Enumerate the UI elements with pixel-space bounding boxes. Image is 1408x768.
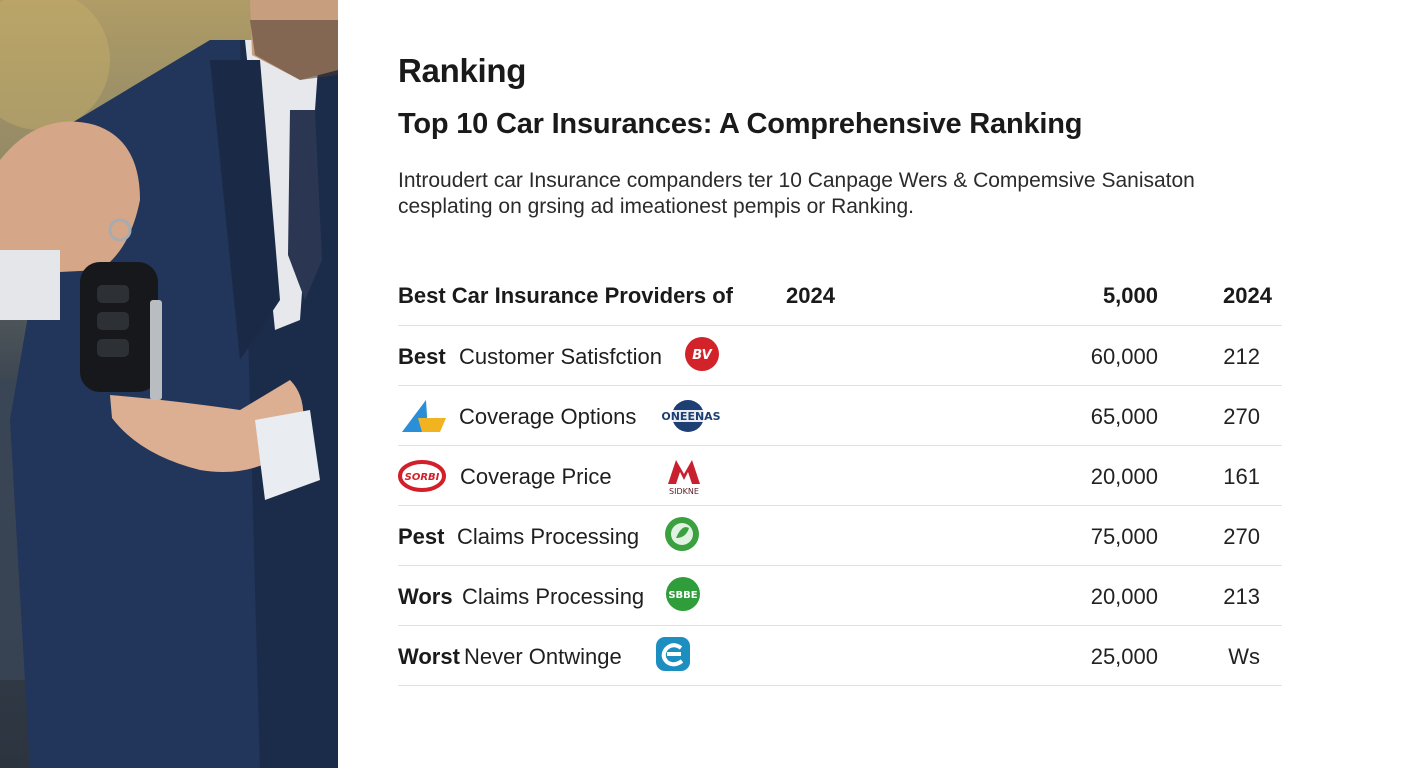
sbbe-logo-icon: SBBE <box>666 577 700 611</box>
svg-text:SIDKNE: SIDKNE <box>669 487 699 496</box>
intro-line-1: Introudert car Insurance companders ter … <box>398 169 1195 192</box>
row-value-a: 65,000 <box>1090 404 1158 429</box>
row-label: Claims Processing <box>457 524 640 549</box>
oval-badge-logo-icon: SORBI <box>398 460 446 492</box>
row-value-a: 75,000 <box>1090 524 1158 549</box>
page-title: Top 10 Car Insurances: A Comprehensive R… <box>398 108 1083 140</box>
svg-text:SBBE: SBBE <box>668 590 697 601</box>
blue-e-logo-icon <box>656 637 690 671</box>
table-row: Coverage Options ONEENAS 65,000 270 <box>398 386 1282 446</box>
section-label: Ranking <box>398 52 527 89</box>
row-value-b: Ws <box>1228 644 1260 669</box>
svg-text:SORBI: SORBI <box>405 472 440 483</box>
row-value-a: 20,000 <box>1090 584 1158 609</box>
row-label: Never Ontwinge <box>464 644 622 669</box>
row-value-b: 213 <box>1223 584 1260 609</box>
table-row: SORBI Coverage Price SIDKNE 20,000 161 <box>398 446 1282 506</box>
bv-logo-icon: BV <box>685 337 719 371</box>
table-header: Best Car Insurance Providers of 2024 5,0… <box>398 266 1282 326</box>
row-label: Customer Satisfction <box>459 344 662 369</box>
ranking-table: Best Car Insurance Providers of 2024 5,0… <box>398 266 1282 686</box>
row-label: Claims Processing <box>462 584 645 609</box>
row-value-b: 270 <box>1223 404 1260 429</box>
row-lead: Worst <box>398 644 460 669</box>
triangle-logo-icon <box>402 400 446 432</box>
header-col-a: 5,000 <box>1102 283 1158 308</box>
intro-paragraph: Introudert car Insurance companders ter … <box>398 168 1278 220</box>
table-row: Best Customer Satisfction BV 60,000 212 <box>398 326 1282 386</box>
oneenas-logo-icon: ONEENAS <box>656 400 726 432</box>
row-label: Coverage Price <box>460 464 612 489</box>
svg-text:BV: BV <box>692 348 712 363</box>
row-value-a: 20,000 <box>1090 464 1158 489</box>
row-value-b: 270 <box>1223 524 1260 549</box>
table-row: Worst Never Ontwinge 25,000 Ws <box>398 626 1282 686</box>
row-value-b: 212 <box>1223 344 1260 369</box>
row-value-b: 161 <box>1223 464 1260 489</box>
header-year: 2024 <box>786 283 835 308</box>
header-provider: Best Car Insurance Providers of <box>398 283 734 308</box>
intro-line-2: cesplating on grsing ad imeationest pemp… <box>398 195 914 218</box>
table-row: Wors Claims Processing SBBE 20,000 213 <box>398 566 1282 626</box>
row-lead: Best <box>398 344 446 369</box>
sidkne-logo-icon: SIDKNE <box>668 460 700 496</box>
table-row: Pest Claims Processing 75,000 270 <box>398 506 1282 566</box>
row-value-a: 25,000 <box>1090 644 1158 669</box>
svg-text:ONEENAS: ONEENAS <box>661 410 720 423</box>
row-lead: Wors <box>398 584 453 609</box>
person-holding-car-key-icon <box>0 0 338 768</box>
row-label: Coverage Options <box>459 404 637 429</box>
header-col-b: 2024 <box>1223 283 1272 308</box>
hero-photo <box>0 0 338 768</box>
row-lead: Pest <box>398 524 445 549</box>
row-value-a: 60,000 <box>1090 344 1158 369</box>
green-leaf-logo-icon <box>665 517 699 551</box>
